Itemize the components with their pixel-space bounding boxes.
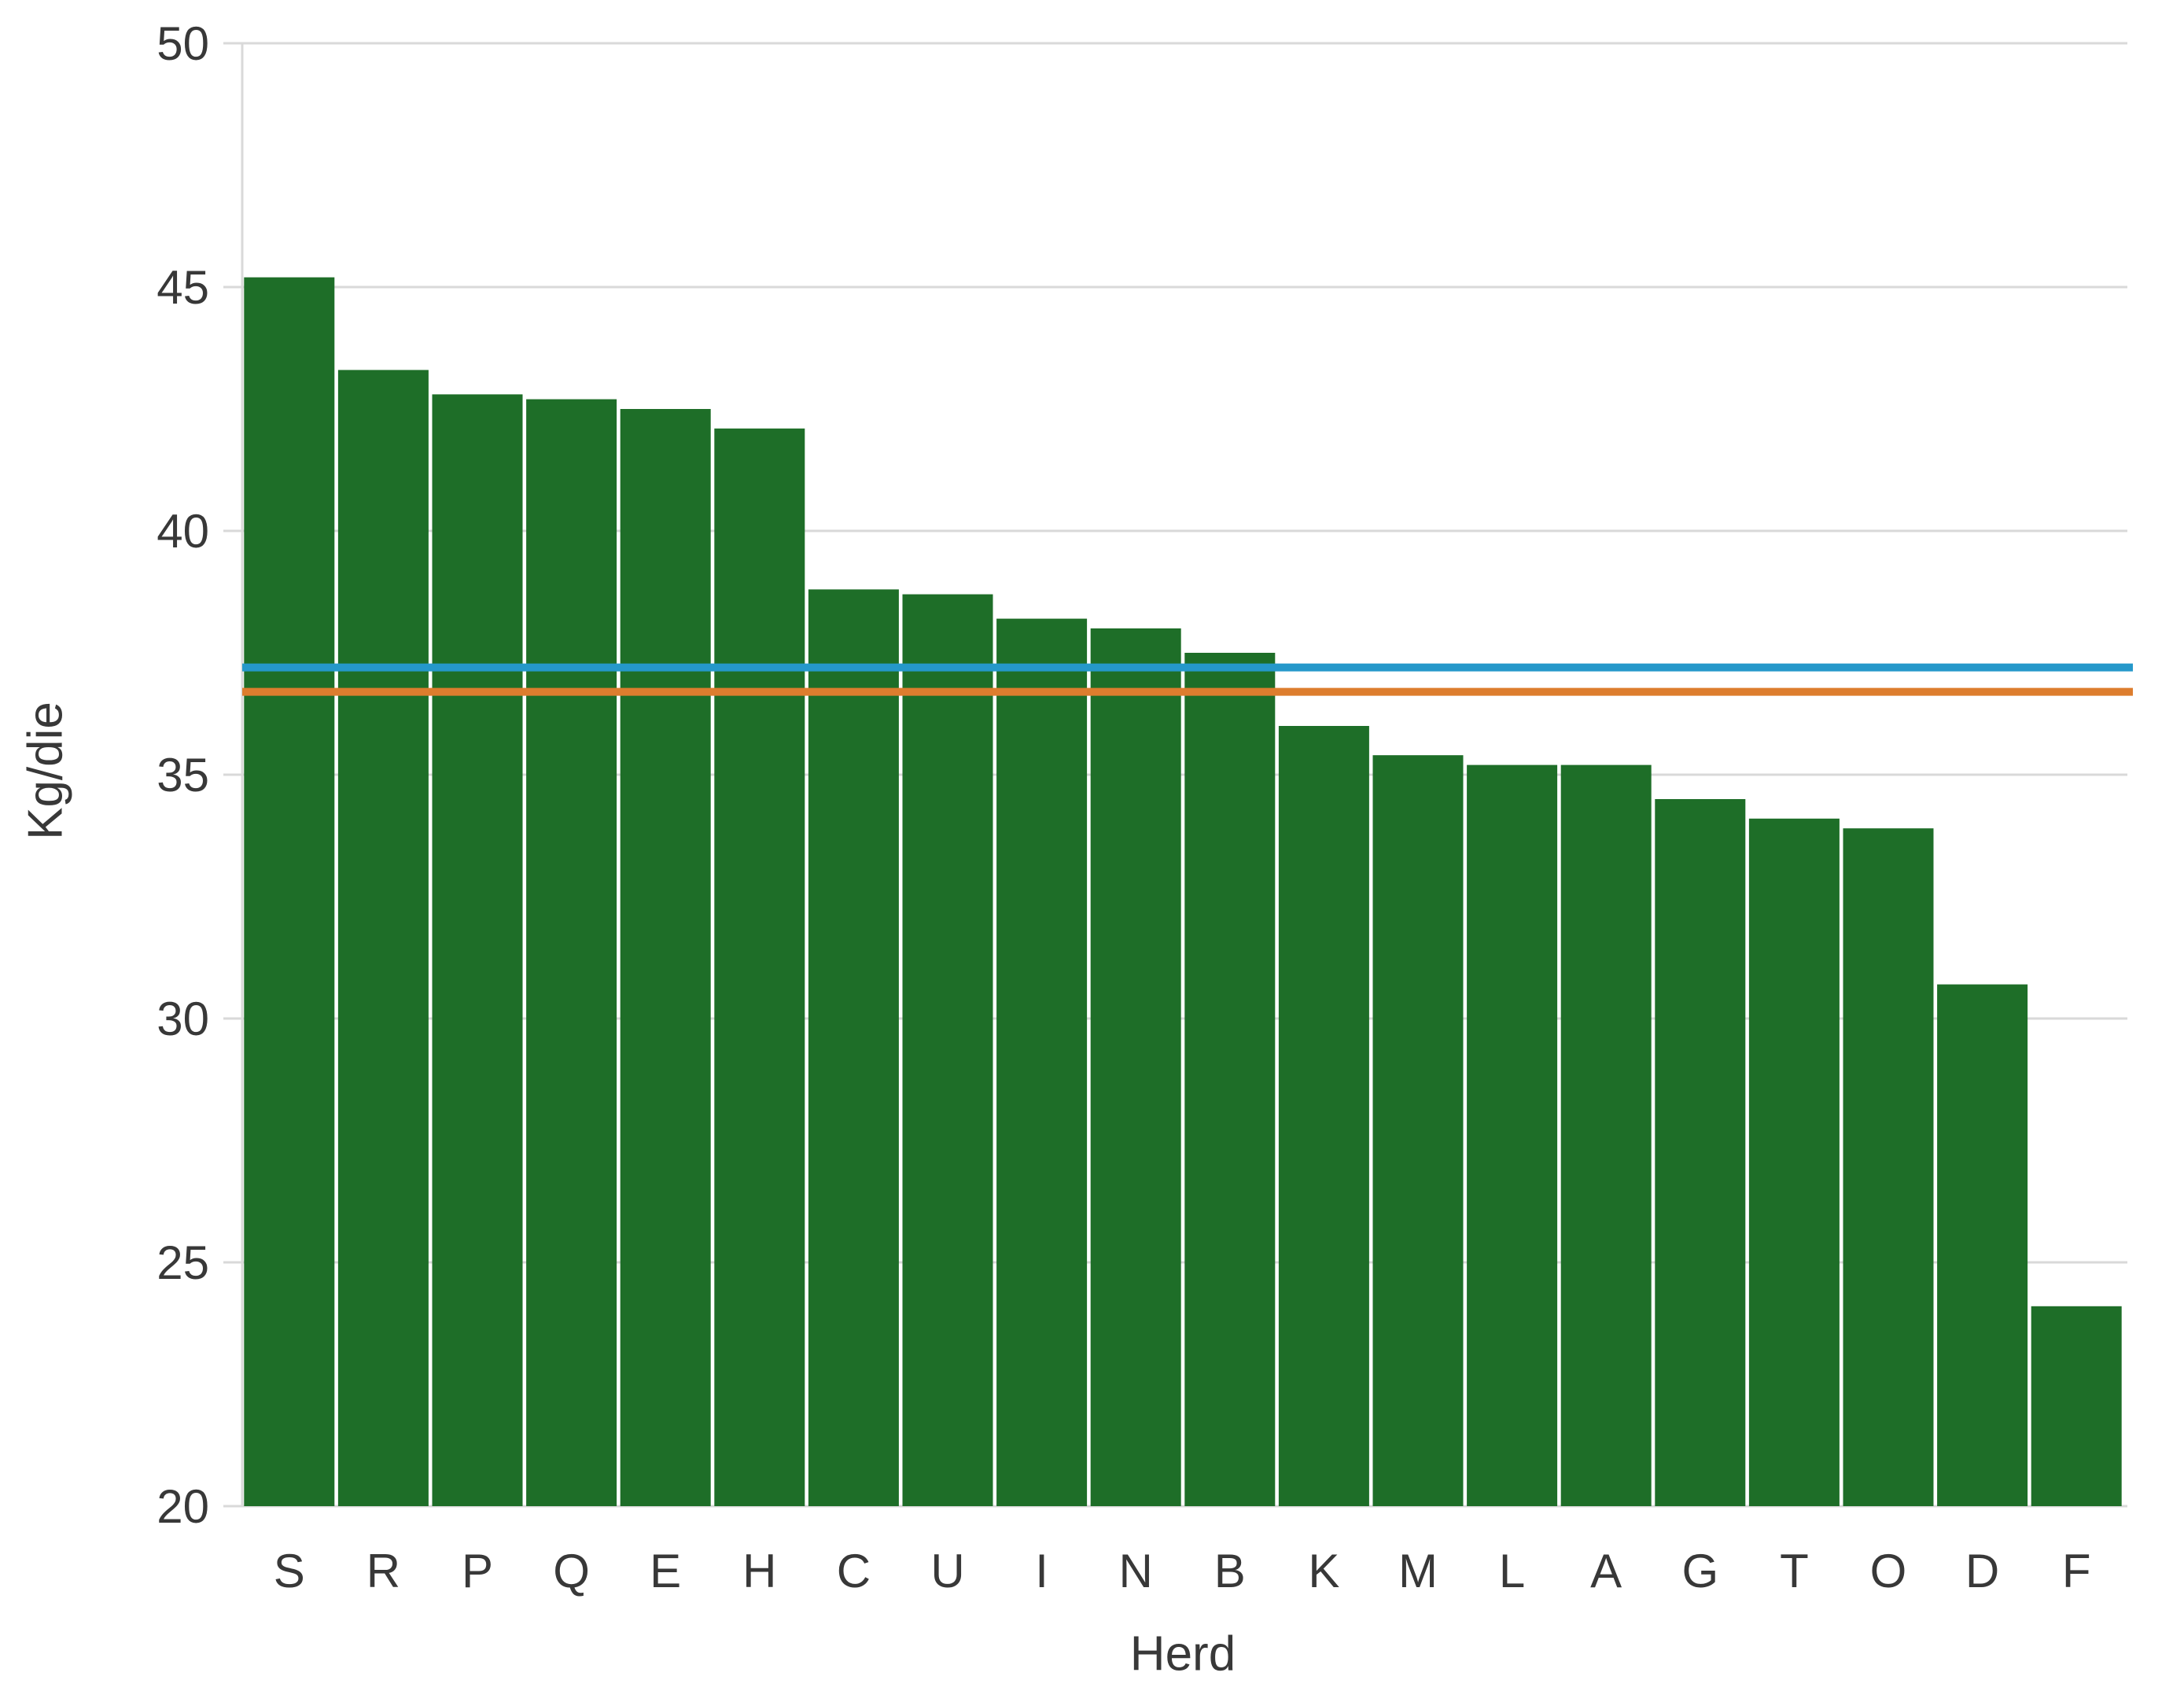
y-tick-label-25: 25	[157, 1236, 209, 1289]
bar-A	[1560, 764, 1652, 1506]
y-axis-title: Kg/die	[18, 702, 73, 840]
y-tick-label-30: 30	[157, 993, 209, 1045]
bar-F	[2031, 1306, 2122, 1506]
x-tick-label-C: C	[837, 1545, 871, 1597]
bar-B	[1184, 653, 1276, 1506]
bar-P	[432, 394, 523, 1506]
x-tick-label-B: B	[1214, 1545, 1246, 1597]
x-tick-label-H: H	[742, 1545, 776, 1597]
x-tick-label-D: D	[1965, 1545, 1999, 1597]
bar-T	[1748, 818, 1840, 1506]
x-tick-label-U: U	[930, 1545, 964, 1597]
x-tick-label-R: R	[366, 1545, 400, 1597]
bar-E	[620, 409, 711, 1506]
y-tick-label-50: 50	[157, 17, 209, 70]
bar-U	[902, 594, 993, 1506]
x-tick-label-M: M	[1398, 1545, 1438, 1597]
y-tick-label-20: 20	[157, 1480, 209, 1533]
x-tick-label-T: T	[1780, 1545, 1809, 1597]
x-tick-label-I: I	[1035, 1545, 1048, 1597]
x-tick-label-N: N	[1119, 1545, 1153, 1597]
bar-Q	[526, 399, 617, 1507]
bar-S	[244, 277, 335, 1507]
x-tick-label-P: P	[462, 1545, 493, 1597]
bar-R	[337, 370, 429, 1506]
bar-K	[1278, 726, 1369, 1506]
x-tick-label-E: E	[650, 1545, 681, 1597]
x-tick-label-S: S	[274, 1545, 305, 1597]
x-tick-label-K: K	[1308, 1545, 1339, 1597]
bar-G	[1655, 799, 1746, 1506]
x-tick-label-L: L	[1499, 1545, 1525, 1597]
bar-L	[1467, 764, 1558, 1506]
x-tick-label-F: F	[2062, 1545, 2091, 1597]
x-tick-label-Q: Q	[553, 1545, 590, 1597]
y-tick-label-45: 45	[157, 261, 209, 314]
bar-D	[1937, 984, 2028, 1506]
bar-C	[808, 589, 899, 1506]
x-tick-label-G: G	[1681, 1545, 1718, 1597]
bar-H	[714, 428, 805, 1506]
x-tick-label-O: O	[1870, 1545, 1907, 1597]
y-tick-label-40: 40	[157, 505, 209, 558]
x-axis-title: Herd	[1129, 1626, 1236, 1682]
bar-I	[996, 618, 1088, 1506]
bar-O	[1843, 828, 1934, 1506]
x-tick-label-A: A	[1590, 1545, 1622, 1597]
bar-M	[1372, 755, 1464, 1506]
y-tick-label-35: 35	[157, 749, 209, 801]
bar-N	[1090, 628, 1181, 1506]
